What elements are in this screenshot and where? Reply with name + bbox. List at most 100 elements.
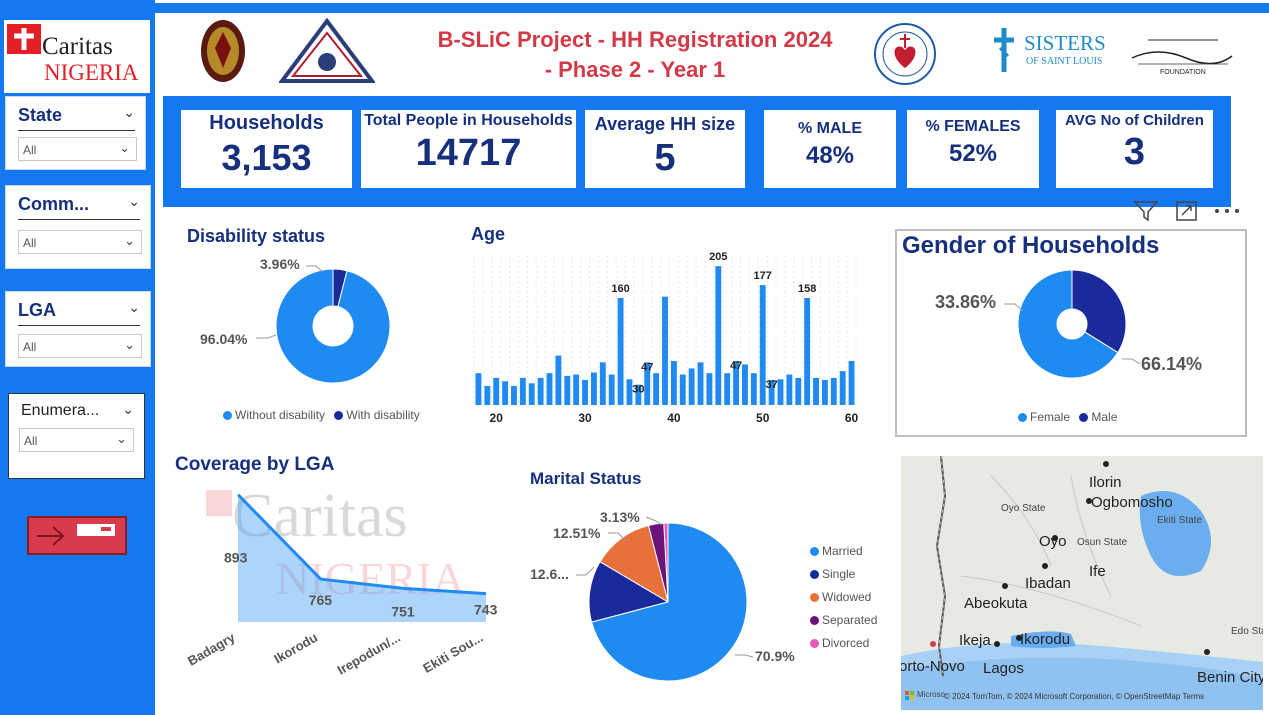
age-bar[interactable] xyxy=(777,379,784,405)
age-bar[interactable] xyxy=(599,362,606,405)
age-bar[interactable] xyxy=(724,373,731,405)
kpi-band: Households 3,153 Total People in Househo… xyxy=(163,96,1231,207)
x-tick-label: 50 xyxy=(756,411,770,425)
legend-item-married[interactable]: Married xyxy=(810,544,877,558)
age-bar[interactable] xyxy=(715,266,722,405)
map-visual[interactable]: Ilorin Ogbomosho Oyo State Ekiti State O… xyxy=(901,456,1263,710)
map-label: Oyo xyxy=(1039,533,1067,550)
lga-dropdown[interactable]: All ⌄ xyxy=(18,334,142,358)
age-bar-chart[interactable]: 160 30 47 205 47 177 37 158 20 30 40 50 60 xyxy=(468,250,868,430)
kpi-females: % FEMALES 52% xyxy=(907,110,1039,188)
age-bar[interactable] xyxy=(759,285,766,405)
legend-item-with-disability[interactable]: With disability xyxy=(334,408,420,422)
age-bar[interactable] xyxy=(839,371,846,405)
disability-slice[interactable] xyxy=(275,268,391,384)
age-bar[interactable] xyxy=(706,373,713,405)
age-bar[interactable] xyxy=(484,386,491,405)
age-bar[interactable] xyxy=(653,373,660,405)
coverage-area-chart[interactable]: Caritas NIGERIA 893 765 751 743 Badagry Ikoro… xyxy=(168,480,513,705)
age-bar[interactable] xyxy=(804,297,811,405)
chevron-down-icon[interactable]: ⌄ xyxy=(122,401,134,417)
legend-item-divorced[interactable]: Divorced xyxy=(810,636,877,650)
age-bar[interactable] xyxy=(813,377,819,405)
age-bar[interactable] xyxy=(830,377,837,405)
caritas-watermark: Caritas NIGERIA xyxy=(206,482,465,604)
disability-donut-chart[interactable]: 3.96% 96.04% xyxy=(180,250,450,430)
age-bar[interactable] xyxy=(564,375,571,405)
age-bar[interactable] xyxy=(768,379,775,405)
age-bar[interactable] xyxy=(511,386,517,405)
age-bar[interactable] xyxy=(573,374,580,405)
kpi-avg-children: AVG No of Children 3 xyxy=(1056,110,1213,188)
chevron-down-icon[interactable]: ⌄ xyxy=(128,193,140,209)
age-bar[interactable] xyxy=(626,379,633,405)
chevron-down-icon[interactable]: ⌄ xyxy=(128,299,140,315)
chevron-down-icon[interactable]: ⌄ xyxy=(123,104,135,120)
age-bar[interactable] xyxy=(617,297,624,405)
data-label: 3.13% xyxy=(600,509,640,525)
caritas-logo-text: Caritas xyxy=(42,33,113,60)
age-bar[interactable] xyxy=(662,296,668,405)
age-bar[interactable] xyxy=(679,374,686,405)
coverage-line[interactable] xyxy=(236,493,487,596)
age-bar[interactable] xyxy=(821,379,828,405)
map-label: Ekiti State xyxy=(1157,515,1203,526)
more-options-icon[interactable] xyxy=(1212,204,1242,218)
x-tick-label: 60 xyxy=(845,411,859,425)
map-label: orto-Novo xyxy=(901,658,965,675)
marital-pie-chart[interactable]: 70.9% 12.6... 12.51% 3.13% xyxy=(520,495,820,695)
legend-item-widowed[interactable]: Widowed xyxy=(810,590,877,604)
map-canvas xyxy=(901,456,1263,710)
community-slicer: Comm... ⌄ All ⌄ xyxy=(5,185,151,269)
age-bar[interactable] xyxy=(750,373,757,405)
kpi-value: 14717 xyxy=(415,132,522,174)
state-dropdown[interactable]: All ⌄ xyxy=(18,137,137,161)
x-tick-label: Badagry xyxy=(185,629,238,668)
focus-mode-icon[interactable] xyxy=(1175,200,1199,222)
legend-item-female[interactable]: Female xyxy=(1018,410,1070,424)
sisters-logo-text: SISTERS xyxy=(1024,31,1106,55)
age-bar[interactable] xyxy=(644,362,651,405)
age-bar[interactable] xyxy=(555,355,562,405)
age-bar[interactable] xyxy=(742,364,748,405)
disability-title: Disability status xyxy=(187,226,326,246)
age-bar[interactable] xyxy=(546,373,553,405)
age-bar[interactable] xyxy=(795,377,802,405)
marital-slice[interactable] xyxy=(590,522,748,682)
gender-slice[interactable] xyxy=(1017,269,1119,379)
legend-item-without-disability[interactable]: Without disability xyxy=(223,408,325,422)
age-bar[interactable] xyxy=(786,374,793,405)
age-bar[interactable] xyxy=(475,373,482,405)
age-bar[interactable] xyxy=(697,362,704,405)
data-label: 12.51% xyxy=(553,525,601,541)
enumerator-dropdown[interactable]: All ⌄ xyxy=(19,428,134,452)
age-bar[interactable] xyxy=(537,377,544,405)
community-dropdown[interactable]: All ⌄ xyxy=(18,230,142,254)
age-bar[interactable] xyxy=(688,368,695,405)
age-bar[interactable] xyxy=(528,383,535,405)
age-bar[interactable] xyxy=(848,360,855,405)
legend-label: Without disability xyxy=(235,408,326,422)
gender-panel: Gender of Households 33.86% 66.14% Femal… xyxy=(895,229,1247,437)
age-bar[interactable] xyxy=(502,381,509,405)
age-bar[interactable] xyxy=(519,377,526,405)
age-bar[interactable] xyxy=(608,374,615,405)
map-attribution[interactable]: © 2024 TomTom, © 2024 Microsoft Corporat… xyxy=(944,692,1205,701)
kpi-households: Households 3,153 xyxy=(181,110,352,188)
age-bar[interactable] xyxy=(590,372,597,405)
gender-donut-chart[interactable]: 33.86% 66.14% xyxy=(897,269,1245,409)
age-bar[interactable] xyxy=(493,377,500,405)
back-button[interactable] xyxy=(27,516,127,555)
legend-item-separated[interactable]: Separated xyxy=(810,613,877,627)
filter-icon[interactable] xyxy=(1133,199,1159,223)
kpi-label: % FEMALES xyxy=(925,118,1021,135)
age-bar[interactable] xyxy=(670,360,677,405)
legend-item-male[interactable]: Male xyxy=(1079,410,1117,424)
legend-item-single[interactable]: Single xyxy=(810,567,877,581)
age-bar[interactable] xyxy=(582,379,588,405)
marital-slice[interactable] xyxy=(599,524,669,604)
coverage-title: Coverage by LGA xyxy=(175,454,335,475)
legend-marker xyxy=(810,639,819,648)
age-bar[interactable] xyxy=(635,384,642,405)
age-bar[interactable] xyxy=(733,360,740,405)
